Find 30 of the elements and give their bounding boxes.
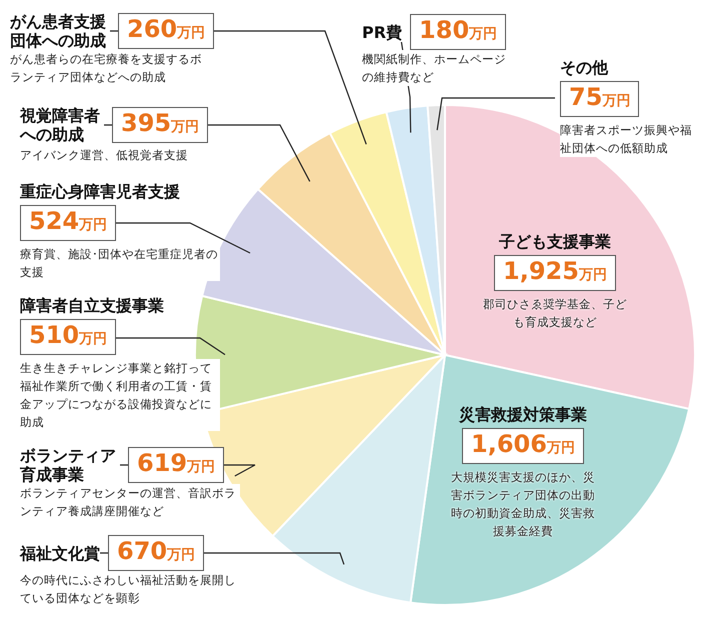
text: 障害者スポーツ振興や福祉団体への低額助成 — [560, 121, 700, 157]
text: がん患者らの在宅療養を支援するボランティア団体などへの助成 — [10, 50, 210, 86]
data-label: 180万円 — [410, 14, 506, 50]
text: アイバンク運営、低視覚者支援 — [20, 146, 188, 164]
slice-label: ボランティア育成事業 — [20, 446, 120, 484]
data-label: 395万円 — [112, 107, 208, 143]
data-label: 75万円 — [560, 81, 640, 117]
text: 郡司ひさゑ奨学基金、子ども育成支援など — [482, 296, 628, 331]
slice-label: PR費 — [362, 22, 402, 42]
slice-label: 子ども支援事業 — [498, 232, 612, 251]
text: 療育賞、施設･団体や在宅重症児者の支援 — [20, 245, 220, 281]
slice-label: 災害救援対策事業 — [458, 405, 588, 424]
slice-label: がん患者支援団体への助成 — [10, 12, 110, 50]
data-label: 1,925万円 — [494, 255, 616, 291]
slice-label: 視覚障害者への助成 — [20, 106, 104, 144]
slice-label: その他 — [560, 58, 610, 77]
data-label: 1,606万円 — [462, 428, 584, 464]
data-label: 670万円 — [108, 535, 204, 571]
data-label: 510万円 — [20, 319, 116, 355]
text: 今の時代にふさわしい福祉活動を展開している団体などを顕彰 — [20, 571, 240, 607]
slice-label: 重症心身障害児者支援 — [20, 182, 181, 201]
data-label: 619万円 — [128, 447, 224, 483]
data-label: 524万円 — [20, 205, 116, 241]
slice-label: 福祉文化賞 — [20, 544, 100, 562]
text: 大規模災害支援のほか、災害ボランティア団体の出動時の初動資金助成、災害救援募金経費 — [450, 469, 596, 540]
text: 生き生きチャレンジ事業と銘打って福祉作業所で働く利用者の工賃・賃金アップにつながる設備投資などに助成 — [20, 359, 220, 431]
slice-label: 障害者自立支援事業 — [20, 296, 165, 315]
text: ボランティアセンターの運営、音訳ボランティア養成講座開催など — [20, 484, 240, 520]
text: 機関紙制作、ホームページの維持費など — [362, 50, 512, 86]
data-label: 260万円 — [118, 13, 214, 49]
